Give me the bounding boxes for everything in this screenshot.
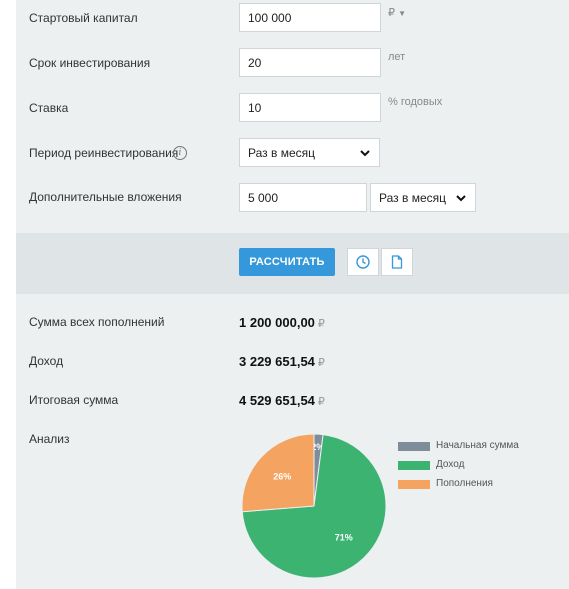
legend-swatch — [398, 461, 430, 470]
legend-label: Начальная сумма — [436, 440, 519, 451]
extra-input-value: 5 000 — [248, 190, 279, 205]
rate-unit: % годовых — [388, 96, 443, 108]
pie-label-2: 26% — [273, 472, 291, 482]
currency-symbol: ₽ — [317, 357, 325, 369]
final-sum-label: Итоговая сумма — [29, 393, 119, 407]
term-input-value: 20 — [248, 55, 262, 70]
legend-label: Доход — [436, 459, 465, 470]
currency-symbol: ₽ — [388, 7, 395, 19]
pie-label-0: 2% — [311, 442, 324, 452]
calculator-form: Стартовый капитал 100 000 ₽ ▼ Срок инвес… — [16, 0, 569, 233]
clock-icon — [356, 255, 370, 269]
term-unit: лет — [388, 51, 406, 63]
term-label: Срок инвестирования — [29, 56, 151, 70]
currency-symbol: ₽ — [317, 318, 325, 330]
pie-label-1: 71% — [335, 532, 353, 542]
rate-input[interactable]: 10 — [239, 93, 381, 122]
document-icon — [391, 255, 403, 269]
total-deposits-amount: 1 200 000,00 — [239, 315, 315, 330]
currency-symbol: ₽ — [317, 396, 325, 408]
chevron-down-icon — [360, 149, 370, 156]
extra-input[interactable]: 5 000 — [239, 183, 367, 212]
currency-select[interactable]: ₽ ▼ — [388, 6, 406, 19]
pie-slice-2 — [241, 433, 315, 513]
calculator-panel: Стартовый капитал 100 000 ₽ ▼ Срок инвес… — [16, 0, 569, 589]
legend-label: Пополнения — [436, 478, 493, 489]
extra-period-value: Раз в месяц — [379, 190, 446, 205]
results-section: Сумма всех пополнений 1 200 000,00 ₽ Дохо… — [16, 294, 569, 589]
period-select[interactable]: Раз в месяц — [239, 138, 380, 167]
final-sum-amount: 4 529 651,54 — [239, 393, 315, 408]
rate-label: Ставка — [29, 101, 69, 115]
extra-period-select[interactable]: Раз в месяц — [370, 183, 476, 212]
caret-down-icon: ▼ — [398, 9, 406, 18]
term-input[interactable]: 20 — [239, 48, 381, 77]
analysis-pie-chart: 2% 71% 26% — [241, 433, 387, 579]
legend-swatch — [398, 442, 430, 451]
actions-bar: РАССЧИТАТЬ — [16, 233, 569, 294]
capital-label: Стартовый капитал — [29, 11, 138, 25]
calculate-button[interactable]: РАССЧИТАТЬ — [239, 248, 335, 276]
total-deposits-value: 1 200 000,00 ₽ — [239, 315, 325, 330]
chevron-down-icon — [456, 194, 466, 201]
document-button[interactable] — [381, 248, 413, 276]
period-label: Период реинвестирования — [29, 146, 179, 160]
income-amount: 3 229 651,54 — [239, 354, 315, 369]
analysis-label: Анализ — [29, 432, 70, 446]
period-select-value: Раз в месяц — [248, 145, 315, 160]
total-deposits-label: Сумма всех пополнений — [29, 315, 165, 329]
income-label: Доход — [29, 354, 64, 368]
extra-label: Дополнительные вложения — [29, 190, 182, 204]
rate-input-value: 10 — [248, 100, 262, 115]
final-sum-value: 4 529 651,54 ₽ — [239, 393, 325, 408]
history-button[interactable] — [347, 248, 379, 276]
capital-input-value: 100 000 — [248, 10, 292, 25]
legend-swatch — [398, 480, 430, 489]
capital-input[interactable]: 100 000 — [239, 3, 381, 32]
info-icon[interactable]: i — [173, 146, 187, 160]
income-value: 3 229 651,54 ₽ — [239, 354, 325, 369]
